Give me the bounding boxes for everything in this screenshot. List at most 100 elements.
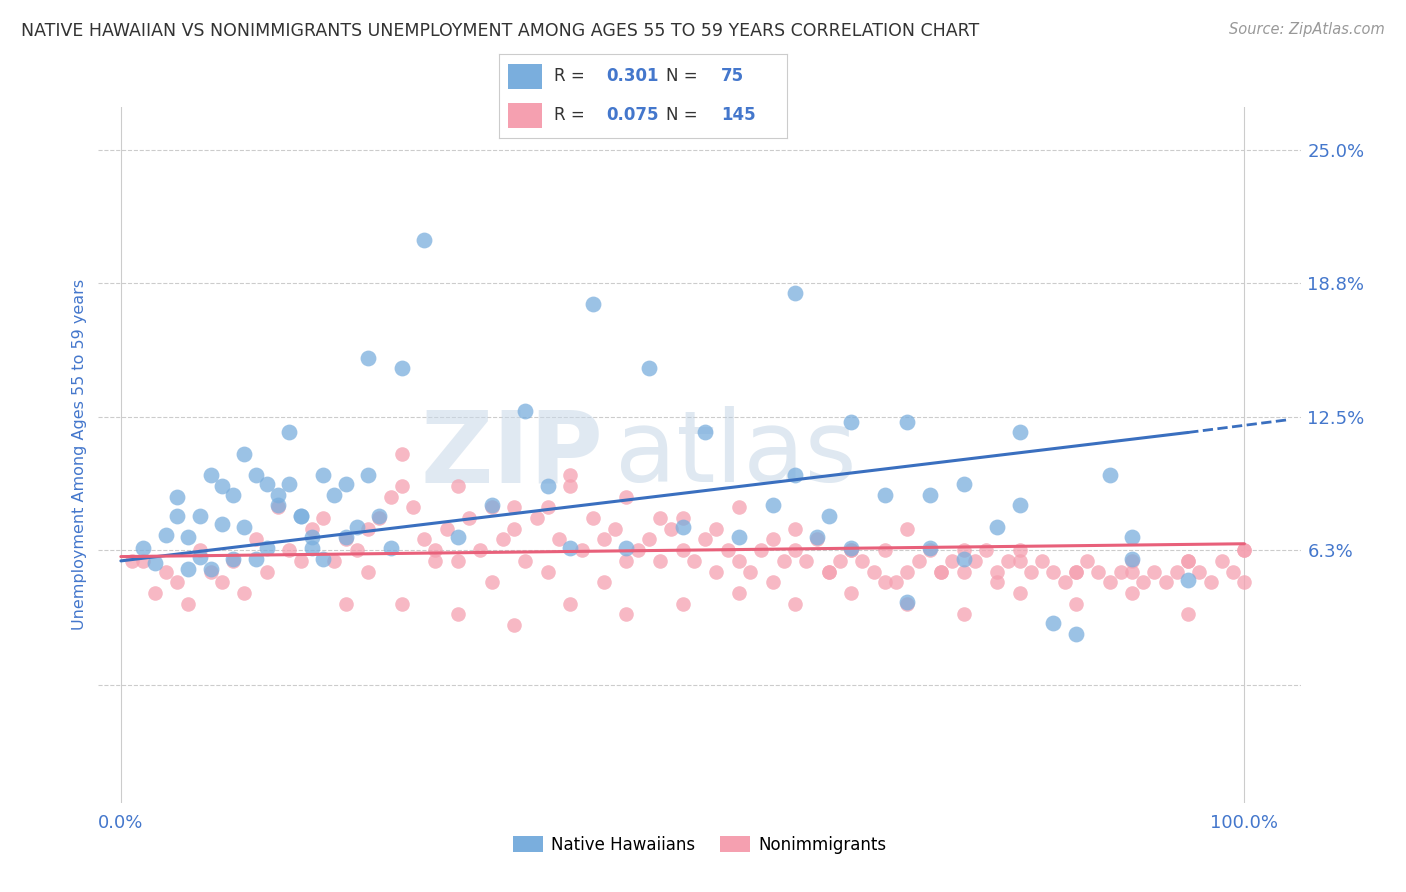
Point	[526, 511, 548, 525]
Point	[222, 551, 245, 566]
Point	[425, 554, 447, 568]
Point	[806, 533, 828, 547]
Point	[907, 554, 929, 568]
Point	[200, 562, 222, 576]
Point	[1098, 468, 1121, 483]
Point	[896, 522, 918, 536]
Point	[839, 543, 862, 558]
Point	[211, 479, 233, 493]
Point	[357, 351, 380, 365]
Point	[605, 522, 627, 536]
Point	[560, 479, 582, 493]
Point	[233, 519, 256, 533]
Point	[1064, 626, 1087, 640]
Point	[817, 508, 839, 523]
Point	[166, 490, 188, 504]
Point	[963, 554, 986, 568]
Point	[200, 468, 222, 483]
Point	[1143, 565, 1166, 579]
Point	[177, 562, 200, 576]
Point	[166, 575, 188, 590]
Point	[952, 543, 974, 558]
Point	[515, 404, 537, 418]
Point	[335, 476, 357, 491]
Point	[1031, 554, 1053, 568]
Point	[481, 575, 503, 590]
Point	[278, 543, 301, 558]
Point	[952, 607, 974, 622]
Point	[704, 565, 727, 579]
Point	[1132, 575, 1154, 590]
Point	[1121, 530, 1143, 544]
Point	[200, 565, 222, 579]
Point	[1211, 554, 1233, 568]
Point	[783, 543, 806, 558]
Point	[503, 522, 526, 536]
Point	[1008, 498, 1031, 512]
Point	[447, 530, 470, 544]
Point	[862, 565, 884, 579]
Text: N =: N =	[666, 68, 703, 86]
Point	[794, 554, 817, 568]
Point	[312, 468, 335, 483]
Point	[301, 530, 323, 544]
FancyBboxPatch shape	[508, 63, 543, 89]
Point	[1008, 543, 1031, 558]
Point	[290, 554, 312, 568]
Point	[672, 519, 695, 533]
Point	[839, 543, 862, 558]
Point	[1177, 607, 1199, 622]
Point	[503, 618, 526, 632]
Text: atlas: atlas	[616, 407, 858, 503]
Point	[447, 554, 470, 568]
Point	[616, 490, 638, 504]
Point	[806, 530, 828, 544]
Point	[267, 500, 290, 515]
Point	[492, 533, 515, 547]
Point	[548, 533, 571, 547]
Point	[1064, 565, 1087, 579]
Point	[1121, 554, 1143, 568]
Point	[896, 415, 918, 429]
Point	[1109, 565, 1132, 579]
Point	[256, 565, 278, 579]
Point	[1177, 554, 1199, 568]
Point	[222, 487, 245, 501]
Point	[447, 607, 470, 622]
Point	[986, 575, 1008, 590]
Point	[256, 476, 278, 491]
Point	[986, 565, 1008, 579]
Text: R =: R =	[554, 68, 591, 86]
Point	[391, 447, 413, 461]
Point	[391, 361, 413, 376]
Point	[839, 541, 862, 555]
Point	[436, 522, 458, 536]
Point	[873, 487, 896, 501]
Point	[368, 511, 391, 525]
Point	[413, 233, 436, 247]
Point	[537, 500, 560, 515]
Point	[335, 533, 357, 547]
Point	[1087, 565, 1109, 579]
Point	[693, 425, 716, 440]
Y-axis label: Unemployment Among Ages 55 to 59 years: Unemployment Among Ages 55 to 59 years	[72, 279, 87, 631]
Point	[1233, 575, 1256, 590]
Point	[267, 487, 290, 501]
Point	[839, 415, 862, 429]
Point	[323, 487, 346, 501]
Point	[1008, 425, 1031, 440]
Point	[357, 522, 380, 536]
Point	[1166, 565, 1188, 579]
Point	[143, 556, 166, 570]
Point	[627, 543, 650, 558]
Point	[1199, 575, 1222, 590]
Point	[616, 554, 638, 568]
Point	[873, 543, 896, 558]
Point	[974, 543, 997, 558]
Point	[986, 519, 1008, 533]
Point	[952, 565, 974, 579]
Point	[929, 565, 952, 579]
Point	[817, 565, 839, 579]
Point	[278, 425, 301, 440]
Point	[1233, 543, 1256, 558]
